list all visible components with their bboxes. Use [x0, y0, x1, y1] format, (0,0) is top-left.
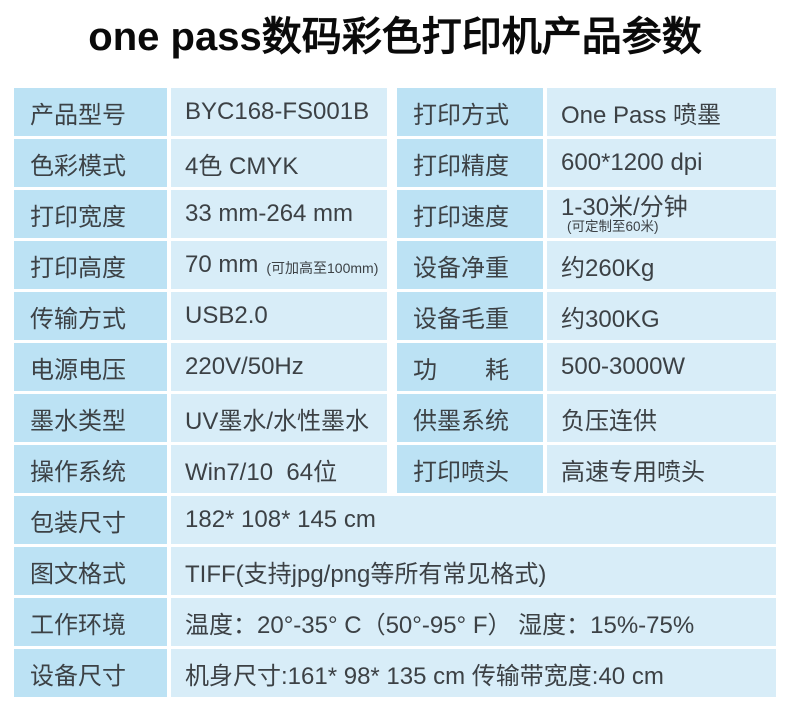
spec-label-ink-supply-system: 供墨系统	[397, 394, 543, 442]
spec-label-package-size: 包装尺寸	[14, 496, 167, 544]
spec-value-working-environment: 温度：20°-35° C（50°-95° F） 湿度：15%-75%	[171, 598, 776, 646]
spec-value-text: USB2.0	[185, 302, 268, 329]
spec-label-color-mode: 色彩模式	[14, 139, 167, 187]
spec-value-printhead: 高速专用喷头	[547, 445, 776, 493]
spec-value-text: 机身尺寸:161* 98* 135 cm 传输带宽度:40 cm	[185, 662, 664, 690]
spec-value-device-size: 机身尺寸:161* 98* 135 cm 传输带宽度:40 cm	[171, 649, 776, 697]
spec-label-power-voltage: 电源电压	[14, 343, 167, 391]
spec-value-print-speed: 1-30米/分钟 (可定制至60米)	[547, 190, 776, 238]
spec-value-print-resolution: 600*1200 dpi	[547, 139, 776, 187]
spec-value-text: 负压连供	[561, 407, 657, 435]
spec-label-net-weight: 设备净重	[397, 241, 543, 289]
spec-value-ink-supply-system: 负压连供	[547, 394, 776, 442]
spec-label-image-format: 图文格式	[14, 547, 167, 595]
spec-value-operating-system: Win7/10 64位	[171, 445, 387, 493]
spec-value-product-model: BYC168-FS001B	[171, 88, 387, 136]
spec-value-print-width: 33 mm-264 mm	[171, 190, 387, 238]
spec-label-product-model: 产品型号	[14, 88, 167, 136]
spec-value-text: Win7/10 64位	[185, 458, 338, 486]
spec-label-print-method: 打印方式	[397, 88, 543, 136]
spec-label-print-height: 打印高度	[14, 241, 167, 289]
spec-label-print-width: 打印宽度	[14, 190, 167, 238]
spec-value-text: 220V/50Hz	[185, 353, 304, 380]
spec-label-transfer-mode: 传输方式	[14, 292, 167, 340]
spec-value-transfer-mode: USB2.0	[171, 292, 387, 340]
spec-value-text: 高速专用喷头	[561, 458, 705, 486]
spec-value-print-height: 70 mm (可加高至100mm)	[171, 241, 387, 289]
spec-label-device-size: 设备尺寸	[14, 649, 167, 697]
spec-value-text: 约260Kg	[561, 254, 655, 282]
spec-value-package-size: 182* 108* 145 cm	[171, 496, 776, 544]
product-spec-table: 产品型号 BYC168-FS001B 打印方式 One Pass 喷墨 色彩模式…	[14, 88, 776, 697]
spec-value-gross-weight: 约300KG	[547, 292, 776, 340]
spec-value-text: BYC168-FS001B	[185, 98, 370, 125]
spec-label-ink-type: 墨水类型	[14, 394, 167, 442]
spec-value-text: 600*1200 dpi	[561, 149, 703, 176]
spec-label-operating-system: 操作系统	[14, 445, 167, 493]
spec-value-image-format: TIFF(支持jpg/png等所有常见格式)	[171, 547, 776, 595]
spec-label-power-consumption: 功 耗	[397, 343, 543, 391]
spec-label-print-speed: 打印速度	[397, 190, 543, 238]
spec-value-text: 约300KG	[561, 305, 660, 333]
spec-value-text: 33 mm-264 mm	[185, 200, 354, 227]
spec-value-color-mode: 4色 CMYK	[171, 139, 387, 187]
spec-value-power-voltage: 220V/50Hz	[171, 343, 387, 391]
spec-value-ink-type: UV墨水/水性墨水	[171, 394, 387, 442]
spec-value-text: 1-30米/分钟	[561, 193, 688, 221]
spec-value-text: 4色 CMYK	[185, 152, 299, 180]
spec-value-net-weight: 约260Kg	[547, 241, 776, 289]
spec-value-text: One Pass 喷墨	[561, 101, 722, 129]
spec-value-note: (可加高至100mm)	[266, 260, 379, 276]
page-title: one pass数码彩色打印机产品参数	[88, 15, 702, 59]
spec-label-printhead: 打印喷头	[397, 445, 543, 493]
spec-label-print-resolution: 打印精度	[397, 139, 543, 187]
spec-value-text: 70 mm	[185, 251, 259, 278]
spec-value-text: TIFF(支持jpg/png等所有常见格式)	[185, 560, 547, 588]
spec-value-print-method: One Pass 喷墨	[547, 88, 776, 136]
spec-value-text: 500-3000W	[561, 353, 686, 380]
spec-label-gross-weight: 设备毛重	[397, 292, 543, 340]
spec-label-working-environment: 工作环境	[14, 598, 167, 646]
spec-value-text: UV墨水/水性墨水	[185, 407, 370, 435]
spec-value-text: 182* 108* 145 cm	[185, 506, 376, 533]
spec-value-note: (可定制至60米)	[567, 218, 659, 234]
spec-value-text: 温度：20°-35° C（50°-95° F） 湿度：15%-75%	[185, 611, 695, 639]
spec-value-power-consumption: 500-3000W	[547, 343, 776, 391]
